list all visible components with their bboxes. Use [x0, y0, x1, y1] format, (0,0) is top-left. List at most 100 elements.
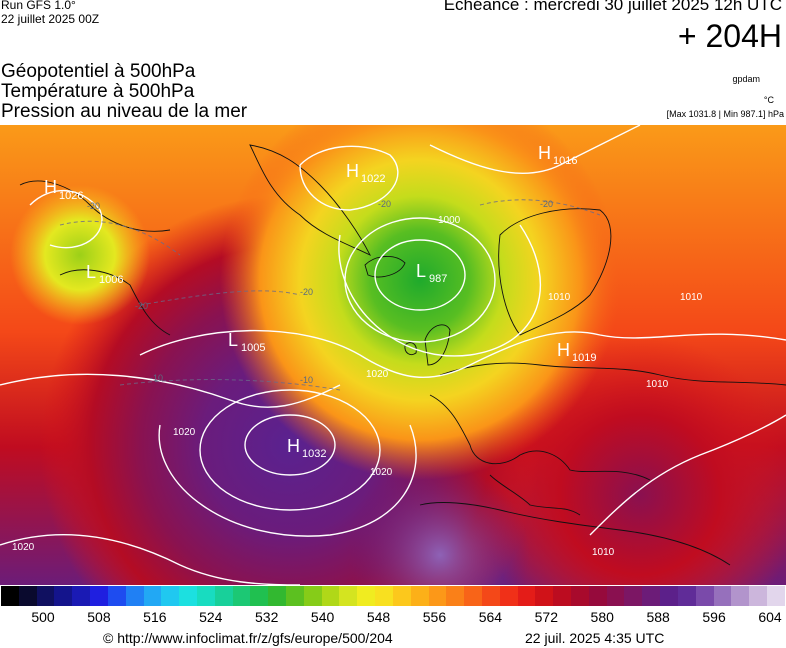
run-date: 22 juillet 2025 00Z [1, 12, 100, 26]
scale-tick-label: 548 [366, 609, 391, 625]
temperature-label: -10 [300, 375, 313, 385]
svg-text:H: H [287, 436, 300, 456]
pressure-system-h1016: H 1016 [538, 143, 577, 167]
scale-tick-label: 508 [87, 609, 111, 625]
color-scale-bar [1, 586, 785, 606]
color-swatch [535, 586, 554, 606]
svg-text:L: L [86, 262, 96, 282]
color-swatch [749, 586, 767, 606]
color-swatch [446, 586, 465, 606]
scale-tick-label: 580 [590, 609, 614, 625]
color-swatch [624, 586, 643, 606]
color-swatch [143, 586, 162, 606]
color-swatch [481, 586, 500, 606]
color-swatch [196, 586, 215, 606]
pressure-systems: H 1026 H 1022 H 1016 L 1006 L 987 L 1005 H 1019… [44, 143, 596, 460]
scale-tick-label: 516 [143, 609, 167, 625]
color-swatch [90, 586, 108, 606]
color-swatch [392, 586, 411, 606]
coastlines [19, 144, 786, 566]
svg-text:1006: 1006 [99, 274, 123, 286]
color-swatch [695, 586, 714, 606]
color-swatch [357, 586, 376, 606]
color-scale-ticks: 500 508 516 524 532 540 548 556 564 572 580 588 596 6… [0, 609, 786, 629]
temperature-label: -20 [87, 201, 100, 211]
source-url: © http://www.infoclimat.fr/z/gfs/europe/… [103, 630, 393, 646]
isobar-label: 1020 [173, 427, 196, 438]
color-swatch [250, 586, 269, 606]
unit-label: °C [763, 95, 774, 105]
color-swatch [677, 586, 696, 606]
scale-tick-label: 524 [199, 609, 223, 625]
svg-text:987: 987 [429, 273, 447, 285]
temperature-labels: -20 -20 -20 -20 -20 -10 -10 [87, 199, 553, 385]
svg-text:H: H [346, 161, 359, 181]
color-swatch [214, 586, 233, 606]
svg-text:1019: 1019 [572, 352, 596, 364]
title-geopotential: Géopotentiel à 500hPa [1, 61, 196, 82]
svg-text:1005: 1005 [241, 342, 265, 354]
svg-text:L: L [416, 261, 426, 281]
pressure-system-h1026: H 1026 [44, 177, 83, 202]
isobar-label: 1010 [548, 292, 571, 303]
pressure-system-h1019: H 1019 [557, 340, 596, 364]
color-swatch [766, 586, 785, 606]
color-swatch [303, 586, 322, 606]
isobar-label: 1010 [646, 379, 669, 390]
color-swatch [18, 586, 37, 606]
pressure-system-l1005: L 1005 [228, 330, 265, 354]
svg-text:H: H [557, 340, 570, 360]
color-swatch [72, 586, 91, 606]
scale-tick-label: 556 [422, 609, 447, 625]
color-swatch [339, 586, 358, 606]
color-swatch [125, 586, 144, 606]
svg-text:L: L [228, 330, 238, 350]
color-swatch [428, 586, 447, 606]
color-swatch [286, 586, 304, 606]
color-swatch [606, 586, 625, 606]
title-pressure: Pression au niveau de la mer [1, 101, 248, 122]
color-swatch [499, 586, 518, 606]
isobar-label: 1020 [370, 467, 393, 478]
temperature-label: -20 [300, 287, 313, 297]
forecast-valid-time: Echéance : mercredi 30 juillet 2025 12h … [443, 0, 782, 14]
max-min-pressure: [Max 1031.8 | Min 987.1] hPa [666, 109, 784, 119]
scale-tick-label: 572 [534, 609, 558, 625]
weather-map: H 1026 H 1022 H 1016 L 1006 L 987 L 1005 H 1019… [0, 125, 786, 585]
scale-tick-label: 596 [702, 609, 726, 625]
isobar-label: 1020 [366, 369, 389, 380]
isotherms [59, 199, 601, 391]
color-swatch [268, 586, 286, 606]
color-swatch [1, 586, 19, 606]
color-swatch [571, 586, 589, 606]
color-swatch [553, 586, 571, 606]
color-swatch [232, 586, 251, 606]
color-swatch [36, 586, 55, 606]
color-swatch [464, 586, 482, 606]
color-swatch [731, 586, 750, 606]
svg-text:1032: 1032 [302, 448, 326, 460]
scale-tick-label: 604 [758, 609, 782, 625]
temperature-label: -10 [150, 373, 163, 383]
svg-text:1016: 1016 [553, 155, 577, 167]
scale-tick-label: 540 [310, 609, 335, 625]
svg-text:H: H [44, 177, 57, 197]
isobar-label: 1010 [592, 547, 615, 558]
color-swatch [54, 586, 73, 606]
color-swatch [588, 586, 607, 606]
color-swatch [660, 586, 678, 606]
pressure-system-l987: L 987 [416, 261, 447, 285]
color-swatch [107, 586, 126, 606]
isobars [0, 125, 786, 585]
pressure-system-h1032: H 1032 [287, 436, 326, 460]
isobar-labels: 1000 1010 1010 1010 1020 1020 1020 1020 … [12, 215, 703, 558]
generated-timestamp: 22 juil. 2025 4:35 UTC [525, 630, 665, 646]
temperature-label: -20 [135, 301, 148, 311]
isobar-label: 1000 [438, 215, 461, 226]
color-swatch [375, 586, 393, 606]
temperature-label: -20 [540, 199, 553, 209]
color-swatch [713, 586, 732, 606]
svg-text:H: H [538, 143, 551, 163]
isobar-label: 1020 [12, 542, 35, 553]
scale-tick-label: 588 [646, 609, 670, 625]
